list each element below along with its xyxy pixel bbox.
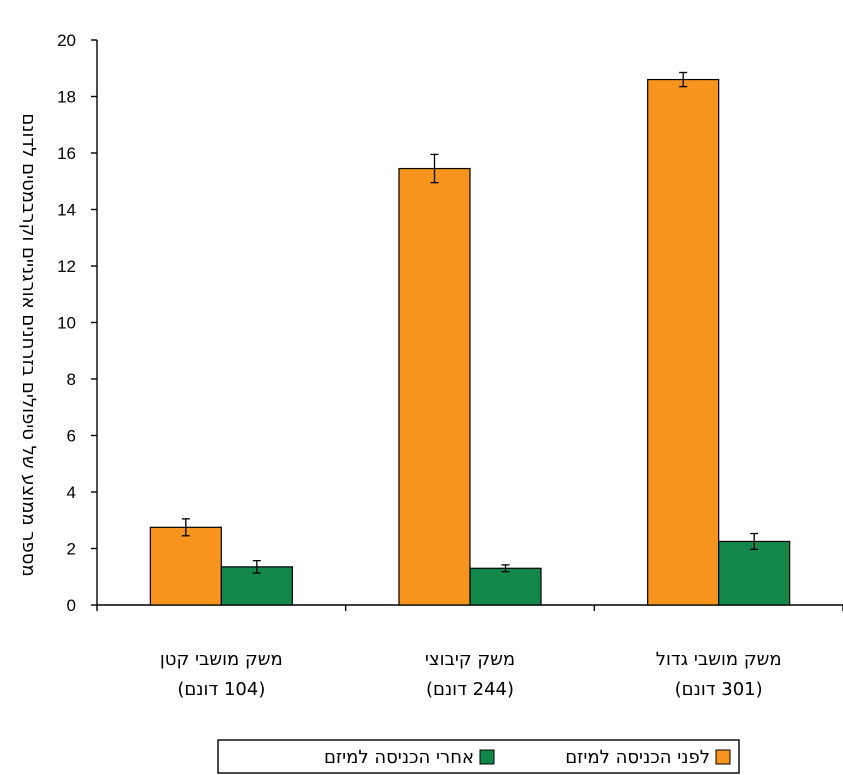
bar xyxy=(469,567,542,606)
legend-swatch xyxy=(479,749,495,765)
error-bars xyxy=(181,71,759,574)
bar xyxy=(718,540,791,606)
legend-label: אחרי הכניסה למיזם xyxy=(324,747,474,768)
legend-swatch xyxy=(715,749,731,765)
category-label-name: משק מושבי קטן xyxy=(160,649,283,670)
y-tick-label: 2 xyxy=(67,540,76,559)
y-tick-label: 6 xyxy=(67,427,76,446)
y-tick-label: 12 xyxy=(57,257,76,276)
category-labels: משק מושבי קטן (104 דונם) משק קיבוצי (244 דו… xyxy=(160,649,782,700)
legend: לפני הכניסה למיזם אחרי הכניסה למיזם xyxy=(217,739,740,774)
y-tick-label: 16 xyxy=(57,144,76,163)
category-label-size: (104 דונם) xyxy=(177,679,265,700)
y-tick-label: 0 xyxy=(67,596,76,615)
y-axis-label: מספר ממוצע של טיפולים בזרחנים אורגניים ו… xyxy=(18,113,39,576)
y-tick-label: 10 xyxy=(57,314,76,333)
y-tick-label: 20 xyxy=(57,31,76,50)
y-tick-label: 4 xyxy=(67,483,76,502)
bar xyxy=(398,167,471,606)
category-label-name: משק מושבי גדול xyxy=(656,649,782,670)
category-label-size: (301 דונם) xyxy=(675,679,763,700)
category-label-name: משק קיבוצי xyxy=(425,649,515,670)
bar xyxy=(149,526,222,606)
y-tick-label: 18 xyxy=(57,88,76,107)
y-tick-label: 14 xyxy=(57,201,76,220)
bar xyxy=(647,78,720,606)
legend-box xyxy=(217,739,740,774)
axes: 0 2 4 6 8 10 12 14 16 18 20 xyxy=(57,31,843,615)
y-tick-label: 8 xyxy=(67,370,76,389)
category-label-size: (244 דונם) xyxy=(426,679,514,700)
legend-label: לפני הכניסה למיזם xyxy=(565,747,710,768)
bars xyxy=(149,78,791,606)
